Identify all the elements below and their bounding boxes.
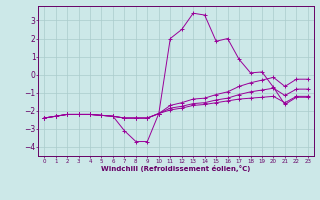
X-axis label: Windchill (Refroidissement éolien,°C): Windchill (Refroidissement éolien,°C)	[101, 165, 251, 172]
